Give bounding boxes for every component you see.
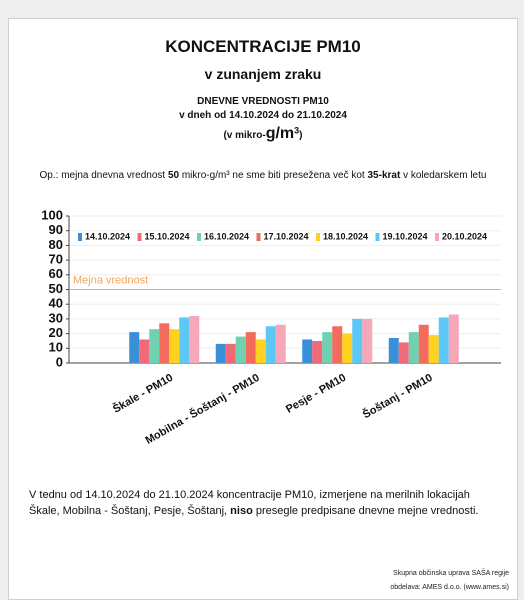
- legend-label: 20.10.2024: [442, 231, 487, 241]
- legend-swatch: [197, 233, 201, 241]
- footer-line: Skupna občinska uprava SAŠA regije: [393, 570, 509, 577]
- y-tick-label: 80: [49, 237, 63, 252]
- legend-label: 18.10.2024: [323, 231, 368, 241]
- legend-label: 15.10.2024: [145, 231, 190, 241]
- legend-swatch: [375, 233, 380, 241]
- bar: [342, 333, 353, 363]
- bar: [388, 338, 399, 363]
- x-tick-label: Šoštanj - PM10: [360, 371, 434, 421]
- text-run: niso: [230, 505, 253, 517]
- bar: [428, 335, 439, 363]
- units-sup: 3: [294, 125, 300, 136]
- bar: [225, 343, 236, 363]
- units: (v mikro-g/m3): [9, 125, 517, 143]
- bar: [215, 343, 226, 363]
- bar: [245, 332, 256, 363]
- units-prefix: (v mikro-: [223, 130, 266, 141]
- legend-swatch: [256, 233, 261, 241]
- units-main: g/m: [265, 125, 295, 142]
- x-tick-label: Škale - PM10: [110, 371, 175, 416]
- bar: [438, 317, 449, 363]
- legend-label: 14.10.2024: [85, 231, 130, 241]
- text-run: 35-krat: [367, 170, 401, 181]
- footer-line: obdelava: AMES d.o.o. (www.ames.si): [390, 584, 509, 591]
- bar: [448, 314, 459, 363]
- y-tick-label: 10: [49, 340, 63, 355]
- title: KONCENTRACIJE PM10: [165, 37, 361, 56]
- bar: [352, 318, 363, 363]
- bar: [332, 326, 343, 363]
- bar: [362, 318, 373, 363]
- bar: [255, 339, 266, 363]
- bar: [312, 340, 323, 363]
- legend-label: 16.10.2024: [204, 231, 249, 241]
- subtitle: v zunanjem zraku: [204, 66, 322, 82]
- limit-label: Mejna vrednost: [73, 274, 148, 286]
- bar: [418, 324, 429, 363]
- note: Op.: mejna dnevna vrednost 50 mikro-g/m³…: [9, 170, 517, 181]
- y-tick-label: 30: [49, 310, 63, 325]
- bar: [322, 332, 333, 363]
- units-suffix: ): [299, 130, 303, 141]
- bar: [408, 332, 419, 363]
- legend-swatch: [78, 233, 82, 241]
- bar: [129, 332, 140, 363]
- heading: DNEVNE VREDNOSTI PM10: [197, 96, 329, 107]
- footer: Skupna občinska uprava SAŠA regije obdel…: [390, 567, 509, 595]
- y-tick-label: 90: [49, 222, 63, 237]
- y-tick-label: 100: [41, 207, 63, 222]
- y-tick-label: 40: [49, 296, 63, 311]
- y-tick-label: 70: [49, 252, 63, 267]
- text-run: mikro-g/m³ ne sme biti presežena več kot: [179, 170, 368, 181]
- y-tick-label: 20: [49, 325, 63, 340]
- bar: [398, 342, 409, 363]
- legend-label: 19.10.2024: [383, 231, 428, 241]
- date-range: v dneh od 14.10.2024 do 21.10.2024: [179, 110, 347, 121]
- y-tick-label: 0: [56, 354, 63, 369]
- bar: [139, 339, 150, 363]
- legend-swatch: [137, 233, 142, 241]
- bar: [169, 329, 180, 363]
- text-run: presegle predpisane dnevne mejne vrednos…: [252, 505, 479, 517]
- legend-swatch: [316, 233, 320, 241]
- legend-label: 17.10.2024: [264, 231, 309, 241]
- bar: [265, 326, 276, 363]
- bar: [275, 324, 286, 363]
- bar: [235, 336, 246, 363]
- y-tick-label: 60: [49, 266, 63, 281]
- text-run: 50: [167, 170, 180, 181]
- legend-swatch: [435, 233, 439, 241]
- text-run: v koledarskem letu: [400, 170, 487, 181]
- x-tick-label: Pesje - PM10: [284, 372, 348, 416]
- summary: V tednu od 14.10.2024 do 21.10.2024 konc…: [29, 487, 499, 519]
- page: KONCENTRACIJE PM10 v zunanjem zraku DNEV…: [8, 18, 518, 600]
- bar: [302, 339, 313, 363]
- bar: [179, 317, 190, 363]
- bar: [159, 323, 170, 363]
- bar: [189, 315, 200, 363]
- bar: [149, 329, 160, 363]
- text-run: V tednu od 14.10.2024 do 21.10.2024 konc…: [29, 489, 470, 517]
- text-run: Op.: mejna dnevna vrednost: [39, 170, 168, 181]
- y-tick-label: 50: [49, 281, 63, 296]
